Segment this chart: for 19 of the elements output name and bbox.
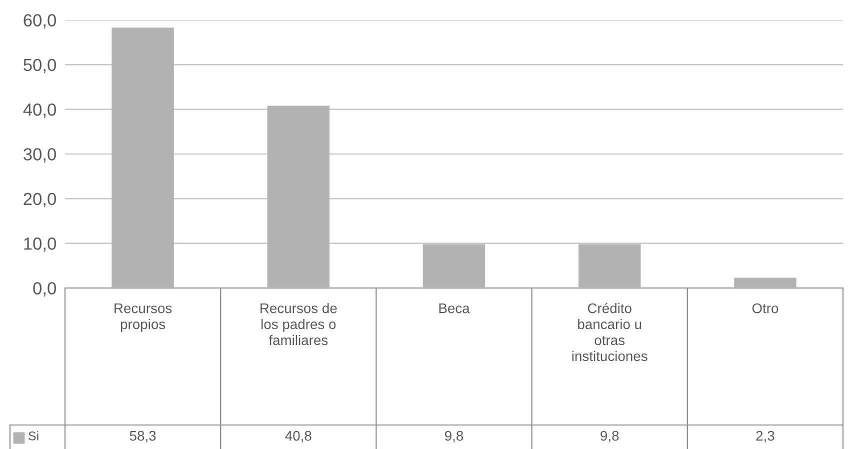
y-tick-label: 40,0 [23,104,56,118]
y-tick-label: 30,0 [24,148,56,163]
data-label: 9,8 [445,430,464,442]
x-tick-label: Recursos propios [114,304,172,332]
x-tick-label: Recursos de los padres o familiares [260,303,337,346]
y-tick-label: 10,0 [24,238,56,252]
legend-label: Si [28,431,38,440]
bar [734,278,796,288]
y-tick-label: 20,0 [24,192,56,208]
y-tick-label: 50,0 [24,58,56,74]
data-label: 40,8 [285,430,312,442]
y-tick-label: 60,0 [24,14,56,29]
x-tick-label: Otro [752,303,778,314]
data-label: 9,8 [600,430,619,442]
x-tick-label: Beca [439,304,470,314]
data-label: 2,3 [756,430,774,442]
data-label: 58,3 [130,430,156,442]
y-tick-label: 0,0 [33,282,56,297]
x-tick-label: Crédito bancario u otras instituciones [572,302,648,362]
